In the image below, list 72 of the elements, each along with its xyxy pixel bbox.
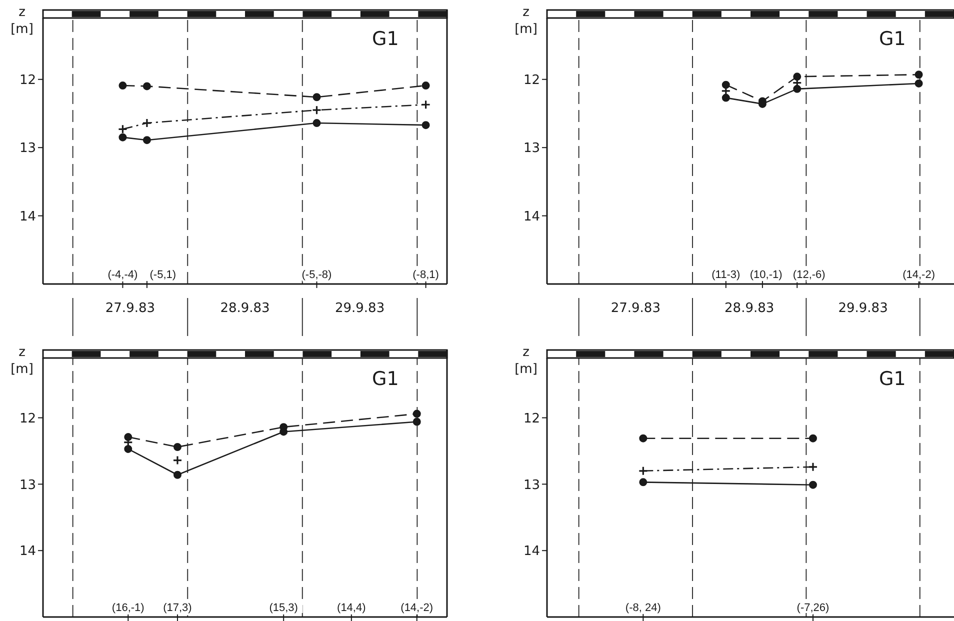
annotation: (-5,1) [150, 269, 176, 281]
annotation: (14,-2) [400, 602, 434, 614]
point [312, 105, 322, 115]
x-tick-label: 27.9.83 [105, 301, 156, 316]
y-tick-label: 12 [19, 73, 36, 88]
annotation: G1 [879, 368, 906, 390]
annotation: (14,4) [337, 602, 366, 614]
point [124, 433, 132, 442]
annotation: (-4,-4) [108, 269, 138, 281]
point [808, 480, 817, 489]
y-tick-label: 14 [523, 209, 540, 224]
point [124, 444, 132, 453]
y-axis-title: z [m] [10, 344, 34, 378]
point [118, 82, 127, 90]
y-axis-title: z [m] [10, 4, 34, 38]
annotation: G1 [372, 368, 399, 390]
point [142, 118, 152, 128]
point [793, 84, 802, 93]
x-tick-label: 29.9.83 [838, 301, 888, 316]
point [638, 466, 648, 476]
point [412, 410, 421, 418]
point [172, 455, 182, 466]
point [173, 442, 182, 451]
y-tick-label: 13 [523, 478, 540, 493]
annotation: (-8,1) [412, 269, 439, 281]
y-axis-title: z [m] [514, 344, 538, 378]
y-tick-label: 13 [19, 478, 36, 493]
y-tick-label: 12 [19, 411, 36, 426]
point [914, 79, 923, 88]
y-tick-label: 12 [523, 73, 540, 88]
point [312, 119, 321, 128]
point [312, 93, 321, 102]
annotation: (-5,-8) [302, 269, 332, 281]
annotation: (15,3) [269, 602, 298, 614]
point [173, 470, 182, 479]
point [422, 121, 430, 130]
point [914, 70, 923, 79]
annotation: (-7,26) [796, 602, 830, 614]
point [420, 100, 431, 110]
point [142, 136, 151, 144]
x-tick-label: 29.9.83 [334, 301, 385, 316]
point [639, 478, 648, 486]
y-axis-title: z [m] [514, 4, 538, 38]
point [722, 80, 730, 89]
y-tick-label: 13 [19, 141, 36, 156]
y-tick-label: 14 [523, 544, 540, 560]
point [793, 72, 802, 81]
annotation: (16,-1) [112, 602, 144, 614]
y-tick-label: 12 [523, 411, 540, 426]
x-tick-label: 28.9.83 [724, 301, 774, 316]
x-tick-label: 28.9.83 [220, 301, 270, 316]
annotation: (11-3) [712, 269, 740, 281]
annotation: (14,-2) [902, 269, 935, 281]
point [412, 418, 421, 426]
point [639, 434, 648, 442]
annotation: (-8, 24) [625, 602, 661, 614]
annotation: (10,-1) [750, 269, 782, 281]
annotation: G1 [372, 28, 399, 50]
point [118, 124, 128, 134]
x-tick-label: 27.9.83 [610, 301, 660, 316]
point [808, 434, 817, 442]
annotation: G1 [879, 28, 906, 50]
point [118, 133, 127, 142]
point [142, 82, 151, 90]
y-tick-label: 13 [523, 141, 540, 156]
point [722, 94, 730, 102]
y-tick-label: 14 [19, 544, 36, 560]
annotation: (12,-6) [792, 269, 826, 281]
point [808, 462, 818, 472]
point [422, 82, 430, 90]
y-tick-label: 14 [19, 209, 36, 224]
annotation: (17,3) [163, 602, 192, 614]
